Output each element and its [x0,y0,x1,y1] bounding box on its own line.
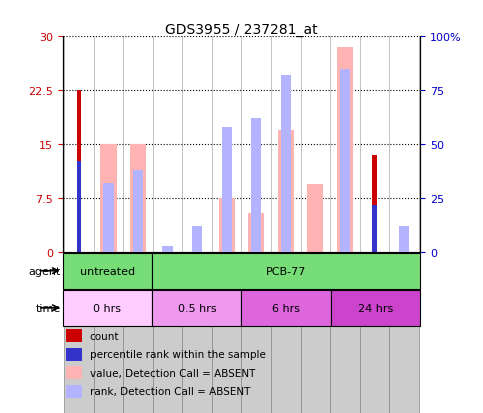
Bar [248,213,264,252]
FancyBboxPatch shape [300,252,330,413]
FancyBboxPatch shape [242,252,271,413]
Bar [281,76,291,252]
Bar [162,246,173,252]
Text: percentile rank within the sample: percentile rank within the sample [90,349,266,359]
Bar [66,385,83,398]
Text: rank, Detection Call = ABSENT: rank, Detection Call = ABSENT [90,387,250,396]
Text: agent: agent [28,266,61,276]
Bar [66,329,83,342]
Text: PCB-77: PCB-77 [266,266,306,276]
FancyBboxPatch shape [271,252,300,413]
FancyBboxPatch shape [153,252,183,413]
Bar [133,171,143,252]
FancyBboxPatch shape [183,252,212,413]
Bar [340,69,350,252]
Bar [130,145,146,252]
Bar [307,184,324,252]
Bar [152,290,242,326]
Text: time: time [36,303,61,313]
Bar [103,184,114,252]
Bar [77,162,81,252]
Text: count: count [90,331,119,341]
Bar [77,91,81,252]
Bar [399,227,409,252]
FancyBboxPatch shape [330,252,360,413]
Text: GDS3955 / 237281_at: GDS3955 / 237281_at [165,23,318,37]
Bar [222,128,232,252]
Bar [331,290,420,326]
FancyBboxPatch shape [389,252,419,413]
Bar [251,119,261,252]
FancyBboxPatch shape [360,252,389,413]
Bar [100,145,117,252]
Text: 0.5 hrs: 0.5 hrs [178,303,216,313]
Text: untreated: untreated [80,266,135,276]
Text: 24 hrs: 24 hrs [358,303,393,313]
Bar [219,199,235,252]
Bar [66,366,83,380]
Bar [242,290,331,326]
FancyBboxPatch shape [64,252,94,413]
Text: 0 hrs: 0 hrs [94,303,121,313]
Bar [278,131,294,252]
Text: value, Detection Call = ABSENT: value, Detection Call = ABSENT [90,368,255,378]
Bar [337,48,353,252]
FancyBboxPatch shape [94,252,123,413]
Bar [372,205,377,252]
FancyBboxPatch shape [123,252,153,413]
Bar [372,156,377,252]
Bar [66,348,83,361]
Bar [192,227,202,252]
Text: 6 hrs: 6 hrs [272,303,300,313]
Bar [152,253,420,289]
Bar [63,290,152,326]
FancyBboxPatch shape [212,252,242,413]
Bar [63,253,152,289]
